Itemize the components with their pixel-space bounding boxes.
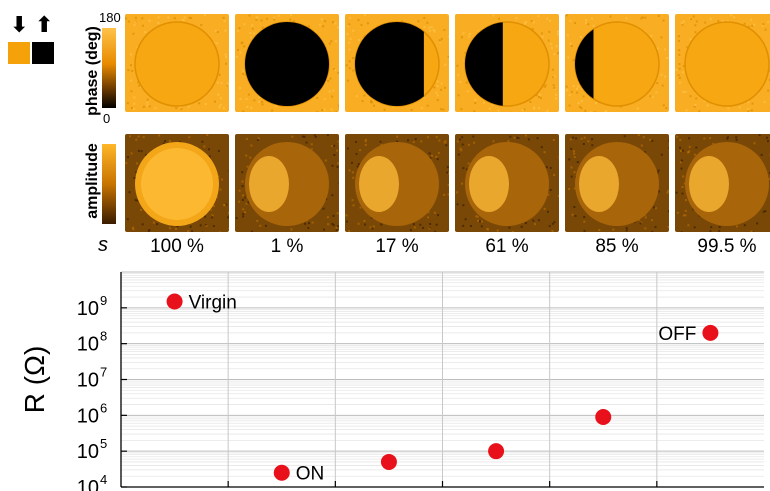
y-tick-exponent: 5 — [100, 436, 107, 451]
phase-image-tile — [455, 14, 559, 112]
data-point — [273, 464, 290, 481]
s-value-label: 99.5 % — [697, 236, 757, 257]
point-annotation: Virgin — [189, 293, 237, 314]
down-domain-swatch — [8, 42, 30, 64]
s-value-label: 1 % — [270, 236, 304, 257]
s-value-label: 100 % — [150, 236, 204, 257]
y-tick-exponent: 9 — [100, 293, 107, 308]
data-point — [595, 408, 612, 425]
amplitude-image-tile — [345, 134, 449, 232]
y-tick-label: 10 — [77, 405, 99, 427]
phase-image-tile — [125, 14, 229, 112]
data-point — [380, 453, 397, 470]
amplitude-image-tile — [455, 134, 559, 232]
point-annotation: OFF — [658, 324, 696, 345]
y-axis-label: R (Ω) — [19, 346, 50, 414]
amplitude-image-tile — [235, 134, 339, 232]
phase-image-tile — [345, 14, 449, 112]
s-value-label: 17 % — [375, 236, 419, 257]
phase-image-tile — [675, 14, 770, 112]
phase-image-tile — [235, 14, 339, 112]
s-value-label: 61 % — [485, 236, 529, 257]
down-arrow-icon: ⬇ — [10, 13, 29, 38]
y-tick-label: 10 — [77, 334, 99, 356]
s-symbol: s — [98, 234, 108, 256]
y-tick-exponent: 8 — [100, 329, 107, 344]
phase-colorbar-min: 0 — [103, 111, 111, 126]
y-tick-exponent: 7 — [100, 365, 107, 380]
up-domain-swatch — [32, 42, 54, 64]
y-tick-exponent: 4 — [100, 472, 107, 487]
phase-image-tile — [565, 14, 669, 112]
data-point — [488, 443, 505, 460]
up-arrow-icon: ⬆ — [35, 13, 54, 38]
y-tick-label: 10 — [77, 370, 99, 392]
phase-colorbar-max: 180 — [99, 10, 121, 25]
phase-colorbar-gradient — [102, 28, 116, 108]
data-point — [166, 293, 183, 310]
amplitude-image-tile — [675, 134, 770, 232]
point-annotation: ON — [296, 464, 325, 485]
y-tick-label: 10 — [77, 441, 99, 463]
y-tick-label: 10 — [77, 477, 99, 491]
y-tick-label: 10 — [77, 298, 99, 320]
amplitude-colorbar-gradient — [102, 144, 116, 224]
amplitude-image-tile — [565, 134, 669, 232]
amplitude-image-tile — [125, 134, 229, 232]
s-value-label: 85 % — [595, 236, 639, 257]
data-point — [702, 324, 719, 341]
y-tick-exponent: 6 — [100, 400, 107, 415]
